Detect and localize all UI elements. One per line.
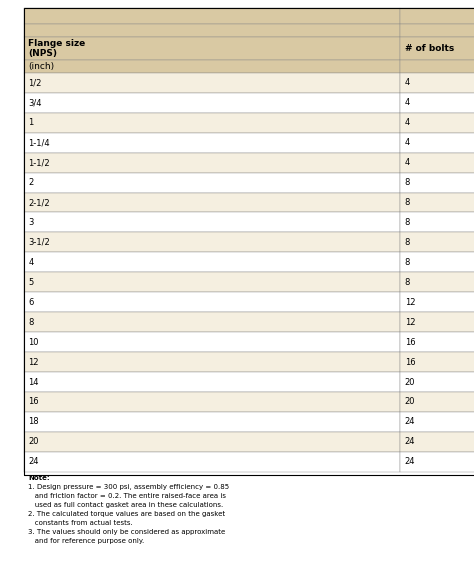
Text: 12: 12 [28, 358, 39, 367]
Text: 2: 2 [28, 178, 34, 187]
Text: 3: 3 [28, 218, 34, 227]
Text: 2. The calculated torque values are based on the gasket: 2. The calculated torque values are base… [28, 511, 226, 517]
Text: # of bolts: # of bolts [405, 44, 454, 53]
Text: and for reference purpose only.: and for reference purpose only. [28, 538, 145, 544]
Text: 3. The values should only be considered as approximate: 3. The values should only be considered … [28, 529, 226, 535]
Text: 1-1/2: 1-1/2 [28, 158, 50, 167]
Text: constants from actual tests.: constants from actual tests. [28, 520, 133, 526]
Text: 1: 1 [28, 118, 34, 127]
Text: 4: 4 [405, 138, 410, 147]
Text: 8: 8 [405, 178, 410, 187]
Text: 4: 4 [405, 79, 410, 88]
Text: used as full contact gasket area in these calculations.: used as full contact gasket area in thes… [28, 502, 224, 508]
Text: 24: 24 [405, 437, 415, 446]
Text: 20: 20 [28, 437, 39, 446]
Text: 8: 8 [405, 218, 410, 227]
Text: 10: 10 [28, 338, 39, 347]
Text: 1-1/4: 1-1/4 [28, 138, 50, 147]
Text: 24: 24 [28, 457, 39, 466]
Text: 3/4: 3/4 [28, 98, 42, 107]
Text: 16: 16 [28, 397, 39, 406]
Text: 3-1/2: 3-1/2 [28, 238, 50, 247]
Text: 12: 12 [405, 298, 415, 307]
Text: 1/2: 1/2 [28, 79, 42, 88]
Text: 20: 20 [405, 377, 415, 386]
Text: 8: 8 [405, 198, 410, 207]
Text: 18: 18 [28, 418, 39, 427]
Text: 24: 24 [405, 418, 415, 427]
Text: Note:: Note: [28, 475, 50, 481]
Text: 8: 8 [28, 318, 34, 327]
Text: 14: 14 [28, 377, 39, 386]
Text: 16: 16 [405, 358, 415, 367]
Text: 20: 20 [405, 397, 415, 406]
Text: 12: 12 [405, 318, 415, 327]
Text: 6: 6 [28, 298, 34, 307]
Text: 16: 16 [405, 338, 415, 347]
Text: 8: 8 [405, 278, 410, 287]
Text: 4: 4 [28, 258, 34, 267]
Text: 4: 4 [405, 158, 410, 167]
Text: Flange size
(NPS): Flange size (NPS) [28, 39, 86, 58]
Text: 2-1/2: 2-1/2 [28, 198, 50, 207]
Text: and friction factor = 0.2. The entire raised-face area is: and friction factor = 0.2. The entire ra… [28, 493, 227, 499]
Text: 5: 5 [28, 278, 34, 287]
Text: 8: 8 [405, 258, 410, 267]
Text: 1. Design pressure = 300 psi, assembly efficiency = 0.85: 1. Design pressure = 300 psi, assembly e… [28, 484, 229, 490]
Text: 8: 8 [405, 238, 410, 247]
Text: (inch): (inch) [28, 62, 55, 71]
Text: 24: 24 [405, 457, 415, 466]
Text: 4: 4 [405, 118, 410, 127]
Text: 4: 4 [405, 98, 410, 107]
